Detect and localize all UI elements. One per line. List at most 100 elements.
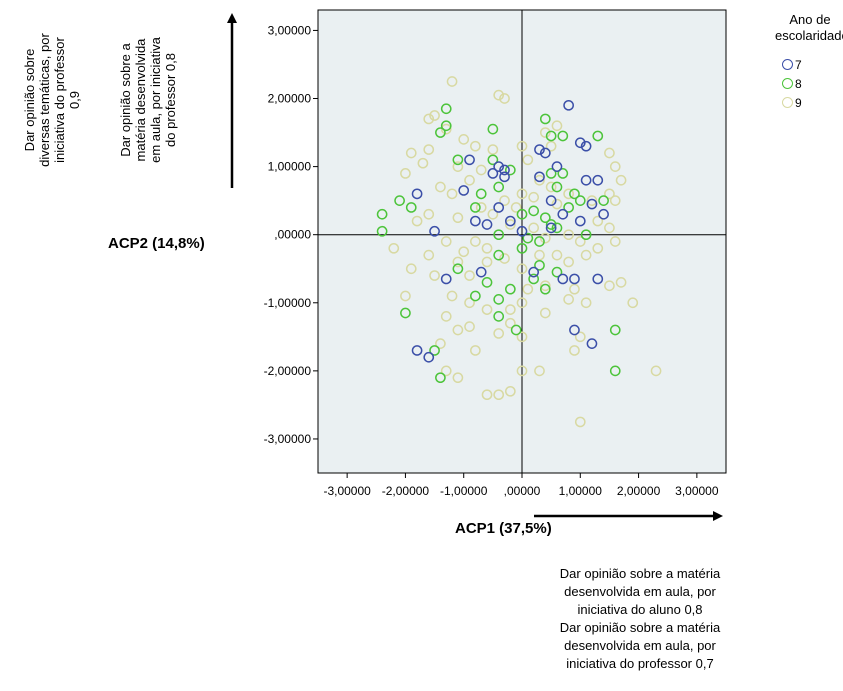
y-tick-label: -2,00000 (264, 364, 312, 378)
scatter-point-year-7 (481, 219, 493, 230)
scatter-point-year-7 (557, 208, 569, 220)
scatter-point-year-8 (557, 130, 569, 142)
y-description-2: Dar opinião sobre a matéria desenvolvida… (118, 10, 178, 190)
scatter-point-year-8 (598, 195, 609, 206)
scatter-point-year-8 (609, 324, 621, 336)
scatter-point-year-7 (534, 144, 545, 155)
scatter-point-year-7 (598, 208, 609, 220)
scatter-point-year-9 (551, 249, 563, 261)
scatter-point-year-7 (551, 161, 563, 172)
legend-item-8: 8 (782, 77, 802, 91)
scatter-point-year-9 (440, 365, 452, 377)
scatter-point-year-8 (592, 130, 604, 142)
scatter-point-year-9 (609, 161, 621, 172)
scatter-point-year-9 (423, 208, 435, 220)
scatter-point-year-9 (539, 307, 551, 319)
scatter-point-year-9 (440, 311, 452, 322)
scatter-point-year-9 (481, 304, 493, 315)
scatter-point-year-9 (580, 249, 592, 261)
data-points (376, 76, 662, 428)
scatter-point-year-8 (475, 188, 487, 200)
scatter-point-year-9 (516, 140, 528, 152)
scatter-point-year-8 (534, 236, 545, 247)
scatter-point-year-8 (557, 168, 569, 179)
scatter-point-year-9 (609, 236, 621, 247)
y-description-1-line: iniciativa do professor (52, 37, 67, 163)
scatter-point-year-9 (574, 416, 586, 428)
scatter-point-year-7 (586, 338, 598, 349)
scatter-point-year-8 (440, 103, 452, 115)
scatter-point-year-7 (557, 273, 569, 285)
x-tick-label: ,00000 (504, 484, 541, 498)
y-tick-label: 2,00000 (268, 92, 312, 106)
scatter-point-year-9 (435, 181, 446, 193)
scatter-point-year-9 (563, 256, 574, 268)
scatter-point-year-8 (394, 195, 405, 206)
scatter-point-year-7 (580, 140, 592, 152)
scatter-point-year-7 (493, 161, 505, 172)
scatter-point-year-9 (464, 270, 475, 281)
scatter-point-year-8 (435, 127, 446, 138)
x-axis: -3,00000 -2,00000 -1,00000 ,00000 1,00000 2,0… (323, 473, 719, 498)
y-description-1-line: diversas temáticas, por (37, 33, 52, 167)
scatter-point-year-9 (481, 256, 493, 268)
scatter-point-year-8 (516, 242, 528, 254)
scatter-point-year-7 (470, 215, 481, 227)
x-description-line: iniciativa do professor 0,7 (566, 656, 714, 671)
scatter-point-year-7 (528, 266, 540, 278)
scatter-point-year-8 (400, 307, 411, 319)
scatter-point-year-8 (574, 195, 586, 206)
scatter-point-year-7 (516, 225, 528, 237)
scatter-point-year-9 (551, 120, 563, 132)
scatter-point-year-9 (417, 157, 429, 169)
legend-title-line: escolaridade (775, 28, 843, 43)
scatter-point-year-9 (429, 110, 440, 121)
scatter-point-year-9 (458, 134, 470, 145)
scatter-point-year-9 (592, 215, 604, 227)
scatter-point-year-8 (510, 324, 522, 336)
x-tick-label: 2,00000 (617, 484, 661, 498)
scatter-point-year-9 (528, 191, 540, 203)
y-description-1: Dar opinião sobre diversas temáticas, po… (22, 10, 82, 190)
scatter-point-year-8 (580, 229, 592, 241)
scatter-point-year-8 (528, 273, 540, 285)
scatter-point-year-8 (516, 208, 528, 220)
scatter-point-year-8 (493, 181, 505, 193)
scatter-point-year-7 (545, 222, 557, 234)
scatter-point-year-9 (604, 222, 615, 234)
scatter-point-year-9 (446, 76, 458, 87)
y-tick-label: -3,00000 (264, 432, 312, 446)
scatter-point-year-7 (592, 273, 604, 285)
x-tick-label: 3,00000 (675, 484, 719, 498)
x-axis-title: ACP1 (37,5%) (455, 520, 552, 537)
scatter-point-year-8 (528, 205, 540, 217)
x-description-line: desenvolvida em aula, por (564, 584, 716, 599)
scatter-point-year-7 (586, 198, 598, 210)
legend-label-7: 7 (795, 58, 802, 72)
x-description-line: Dar opinião sobre a matéria (559, 566, 721, 581)
scatter-point-year-9 (516, 263, 528, 275)
scatter-point-year-9 (423, 113, 435, 125)
scatter-point-year-9 (604, 188, 615, 200)
scatter-point-year-8 (539, 113, 551, 125)
scatter-point-year-9 (528, 222, 540, 234)
scatter-point-year-7 (574, 137, 586, 149)
scatter-point-year-9 (627, 297, 639, 309)
scatter-point-year-9 (400, 168, 411, 179)
y-axis: 3,00000 2,00000 1,00000 ,00000 -1,00000 -2,00… (264, 23, 318, 446)
legend-swatch-7 (782, 59, 793, 70)
scatter-point-year-7 (569, 324, 580, 336)
scatter-point-year-9 (650, 365, 662, 377)
scatter-point-year-9 (440, 236, 452, 247)
scatter-point-year-7 (499, 171, 510, 183)
scatter-point-year-7 (493, 202, 505, 213)
scatter-point-year-9 (458, 246, 470, 258)
x-tick-label: -1,00000 (440, 484, 488, 498)
scatter-point-year-8 (539, 283, 551, 295)
scatter-point-year-8 (376, 225, 388, 237)
scatter-point-year-8 (493, 229, 505, 241)
scatter-point-year-9 (516, 331, 528, 343)
scatter-point-year-9 (475, 164, 487, 176)
scatter-point-year-8 (522, 232, 534, 244)
